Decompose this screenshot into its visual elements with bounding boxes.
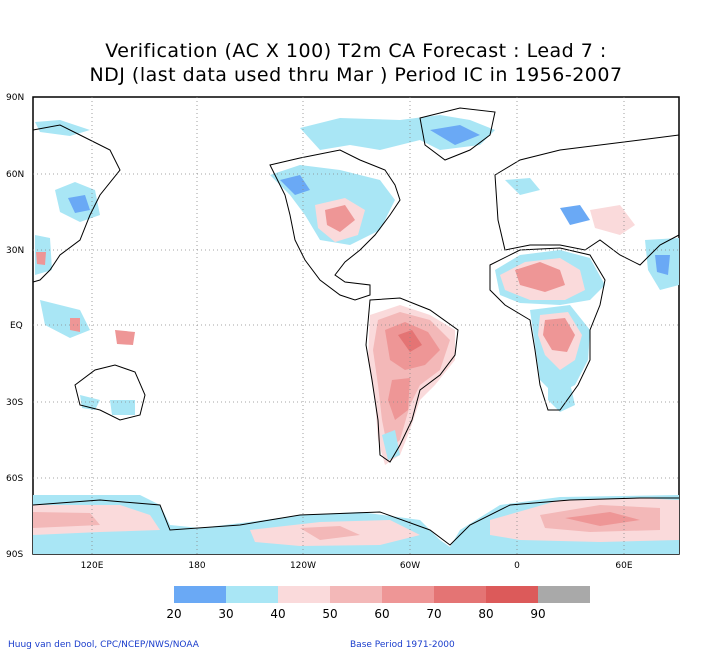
lat-label-60n: 60N — [6, 170, 24, 180]
coastlines — [33, 107, 679, 546]
colorbar-swatch — [278, 586, 330, 603]
map-title-line-2: NDJ (last data used thru Mar ) Period IC… — [89, 64, 623, 86]
map-title-line-1: Verification (AC X 100) T2m CA Forecast … — [105, 40, 607, 62]
lon-label-120e: 120E — [81, 561, 104, 571]
lon-label-60w: 60W — [400, 561, 420, 571]
lon-label-0: 0 — [514, 561, 520, 571]
colorbar-tick-label: 40 — [270, 607, 285, 621]
base-period-footer: Base Period 1971-2000 — [350, 640, 455, 650]
lat-label-30s: 30S — [6, 398, 23, 408]
lat-label-eq: EQ — [10, 321, 23, 331]
colorbar-tick-label: 70 — [426, 607, 441, 621]
lon-label-180: 180 — [188, 561, 205, 571]
correlation-field — [33, 115, 679, 554]
colorbar-swatch — [382, 586, 434, 603]
colorbar-swatch — [538, 586, 590, 603]
colorbar-tick-label: 60 — [374, 607, 389, 621]
lon-label-120w: 120W — [290, 561, 316, 571]
lat-label-30n: 30N — [6, 246, 24, 256]
lat-label-60s: 60S — [6, 474, 23, 484]
colorbar-tick-label: 20 — [166, 607, 181, 621]
colorbar-tick-label: 30 — [218, 607, 233, 621]
lat-label-90n: 90N — [6, 93, 24, 103]
colorbar-tick-label: 80 — [478, 607, 493, 621]
colorbar-tick-label: 50 — [322, 607, 337, 621]
colorbar: 20 30 40 50 60 70 80 90 — [166, 586, 590, 621]
colorbar-swatch — [434, 586, 486, 603]
colorbar-swatch — [486, 586, 538, 603]
credit-footer: Huug van den Dool, CPC/NCEP/NWS/NOAA — [8, 640, 199, 650]
colorbar-swatch — [330, 586, 382, 603]
lat-label-90s: 90S — [6, 550, 23, 560]
lon-label-60e: 60E — [615, 561, 632, 571]
colorbar-tick-label: 90 — [530, 607, 545, 621]
graticule — [33, 97, 679, 554]
colorbar-swatch — [226, 586, 278, 603]
colorbar-swatch — [174, 586, 226, 603]
